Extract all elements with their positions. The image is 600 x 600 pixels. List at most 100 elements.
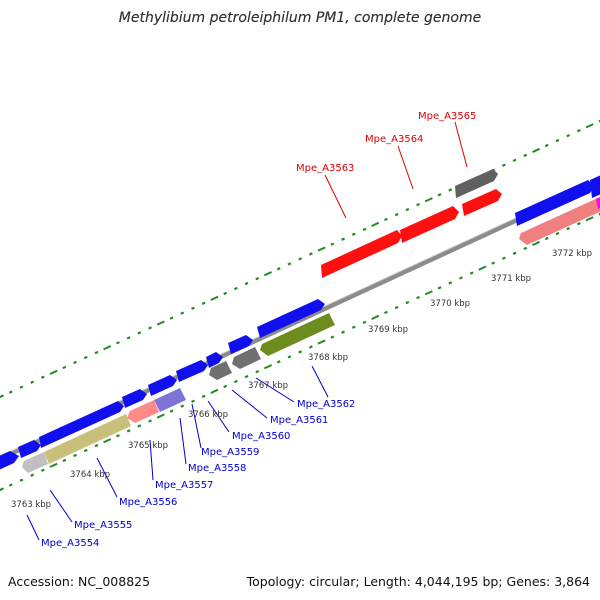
scale-tick (555, 231, 560, 236)
scale-tick (276, 267, 281, 271)
scale-tick (362, 320, 367, 325)
accession-text: Accession: NC_008825 (8, 574, 151, 589)
gene-labels: Mpe_A3554 Mpe_A3555 Mpe_A3556 Mpe_A3557 … (41, 111, 476, 549)
gene-arrow-magenta[interactable] (596, 195, 600, 209)
scale-tick (523, 246, 528, 251)
gene-arrow-grey-3[interactable] (232, 347, 261, 369)
scale-tick (351, 232, 356, 236)
scale-tick (448, 188, 453, 192)
gene-arrow-khaki[interactable] (44, 414, 131, 464)
scale-tick (148, 419, 152, 423)
scale-tick (531, 240, 541, 247)
scale-tick (566, 133, 571, 138)
scale-tick (287, 262, 292, 266)
scale-tick (116, 341, 120, 345)
scale-tick (148, 326, 152, 330)
gene-arrow-mpe-a3564[interactable] (400, 206, 459, 243)
gene-label[interactable]: Mpe_A3555 (74, 520, 132, 531)
gene-label[interactable]: Mpe_A3561 (270, 415, 328, 426)
scale-tick (244, 281, 249, 286)
gene-arrow-mpe-a3556[interactable] (39, 401, 124, 448)
scale-tick (298, 257, 303, 261)
gene-arrow-mpe-a3563[interactable] (321, 230, 402, 278)
genome-map: Mpe_A3554 Mpe_A3555 Mpe_A3556 Mpe_A3557 … (0, 111, 600, 549)
gene-arrow-mpe-a3565[interactable] (462, 189, 502, 216)
gene-label[interactable]: Mpe_A3565 (418, 111, 476, 122)
gene-arrow-pale-grey[interactable] (22, 452, 48, 473)
gene-arrow-grey-2[interactable] (209, 361, 232, 380)
scale-tick (210, 295, 219, 301)
scale-tick (501, 256, 506, 260)
gene-arrow-mpe-a3557[interactable] (122, 389, 147, 408)
forward-strand-genes (0, 169, 600, 474)
gene-label[interactable]: Mpe_A3559 (201, 447, 259, 458)
scale-tick (308, 345, 313, 349)
gene-arrow-olive[interactable] (260, 313, 335, 356)
scale-tick (416, 202, 420, 207)
scale-tick (405, 300, 410, 305)
scale-tick (478, 265, 487, 271)
scale-labels: 3763 kbp 3764 kbp 3765 kbp 3766 kbp 3767… (11, 249, 592, 510)
scale-tick (585, 123, 594, 129)
gene-arrow-mpe-a3560[interactable] (206, 352, 223, 368)
scale-tick (598, 119, 600, 123)
scale-tick (276, 360, 281, 364)
scale-tick (0, 487, 5, 492)
scale-tick (576, 222, 581, 226)
scale-tick (201, 301, 206, 305)
scale-tick (263, 271, 273, 277)
scale-tick (544, 143, 549, 148)
gene-arrow-mpe-a3555[interactable] (18, 440, 41, 458)
gene-label[interactable]: Mpe_A3562 (297, 399, 355, 410)
scale-tick (394, 305, 399, 310)
gene-arrow-right-1[interactable] (515, 180, 594, 226)
gene-arrow-purple[interactable] (154, 388, 186, 412)
scale-tick (137, 424, 142, 428)
scale-tick (233, 286, 238, 291)
gene-arrow-mpe-a3562[interactable] (257, 299, 325, 338)
scale-label: 3769 kbp (368, 325, 408, 335)
scale-label: 3767 kbp (248, 381, 288, 391)
scale-tick (156, 413, 165, 419)
scale-tick (116, 434, 120, 438)
gene-label[interactable]: Mpe_A3563 (296, 163, 354, 174)
scale-tick (317, 246, 326, 252)
scale-tick (298, 350, 303, 354)
gene-arrow-mpe-a3558[interactable] (148, 375, 177, 396)
scale-tick (341, 330, 345, 334)
gene-arrow-grey-1[interactable] (455, 169, 498, 198)
scale-tick (491, 261, 496, 265)
gene-label[interactable]: Mpe_A3564 (365, 134, 423, 145)
gene-arrow-mpe-a3554[interactable] (0, 451, 19, 474)
scale-tick (223, 291, 228, 296)
scale-tick (94, 443, 99, 448)
scale-tick (384, 310, 388, 315)
scale-label: 3766 kbp (188, 410, 228, 420)
gene-arrow-pink-2[interactable] (519, 197, 600, 245)
gene-arrow-mpe-a3561[interactable] (228, 335, 253, 354)
gene-label[interactable]: Mpe_A3556 (119, 497, 177, 508)
gene-arrow-mpe-a3559[interactable] (176, 360, 208, 382)
scale-tick (598, 212, 600, 216)
scale-tick (371, 314, 380, 321)
scale-tick (585, 216, 594, 222)
reverse-strand-genes (22, 195, 600, 473)
gene-label[interactable]: Mpe_A3557 (155, 480, 213, 491)
scale-tick (169, 409, 174, 413)
scale-tick (330, 242, 335, 246)
scale-tick (19, 478, 24, 482)
gene-label[interactable]: Mpe_A3560 (232, 431, 290, 442)
scale-tick (308, 252, 313, 256)
gene-label[interactable]: Mpe_A3558 (188, 463, 246, 474)
gene-arrow-pink-1[interactable] (127, 400, 159, 423)
scale-tick (73, 453, 77, 458)
scale-label: 3770 kbp (430, 299, 470, 309)
scale-tick (62, 365, 67, 370)
scale-tick (49, 369, 58, 375)
gene-label[interactable]: Mpe_A3554 (41, 538, 99, 549)
scale-tick (362, 227, 367, 232)
scale-tick (49, 462, 58, 468)
scale-label: 3763 kbp (11, 500, 51, 510)
gene-arrow-right-2[interactable] (590, 171, 600, 198)
